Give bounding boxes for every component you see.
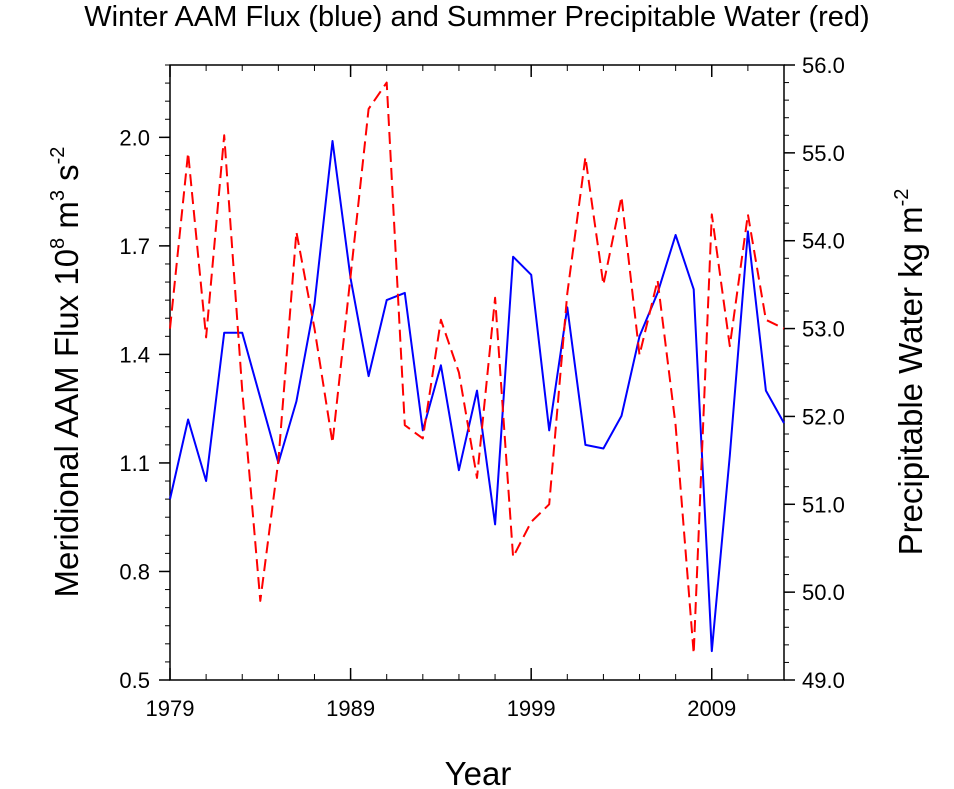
y-left-label-exp1: 8 (47, 238, 69, 249)
y-right-tick-label: 53.0 (802, 317, 845, 342)
y-left-label-mid: m (48, 201, 85, 238)
x-tick-label: 1989 (326, 696, 375, 721)
y-left-label-exp3: -2 (47, 147, 69, 165)
y-right-tick-label: 52.0 (802, 404, 845, 429)
y-axis-right-label: Precipitable Water kg m-2 (891, 189, 929, 556)
x-tick-label: 1999 (507, 696, 556, 721)
chart-title: Winter AAM Flux (blue) and Summer Precip… (84, 1, 869, 33)
y-left-label-exp2: 3 (47, 190, 69, 201)
y-left-tick-label: 0.5 (119, 668, 150, 693)
y-right-tick-label: 49.0 (802, 668, 845, 693)
y-right-tick-label: 54.0 (802, 229, 845, 254)
x-axis-label: Year (445, 755, 512, 789)
y-left-tick-label: 1.4 (119, 342, 150, 367)
y-left-label-base: Meridional AAM Flux 10 (48, 249, 85, 597)
series-line-aam-flux (169, 140, 785, 653)
y-right-tick-label: 55.0 (802, 141, 845, 166)
y-left-label-mid2: s (48, 164, 85, 190)
x-tick-label: 2009 (687, 696, 736, 721)
y-right-tick-label: 51.0 (802, 492, 845, 517)
series-lines (169, 81, 785, 655)
y-left-tick-label: 2.0 (119, 125, 150, 150)
y-left-tick-label: 0.8 (119, 559, 150, 584)
x-tick-label: 1979 (146, 696, 195, 721)
axis-ticks: 1979 1989 1999 2009 0.5 0.8 1.1 1.4 1.7 2.0 49.0 50… (119, 53, 844, 721)
y-right-tick-label: 56.0 (802, 53, 845, 78)
y-right-label-base: Precipitable Water kg m (892, 206, 929, 555)
y-right-label-exp1: -2 (891, 189, 913, 207)
y-axis-left-label: Meridional AAM Flux 108 m3 s-2 (47, 147, 85, 598)
y-left-tick-label: 1.1 (119, 451, 150, 476)
series-line-precipitable-water (169, 81, 785, 655)
y-right-tick-label: 50.0 (802, 580, 845, 605)
y-left-tick-label: 1.7 (119, 234, 150, 259)
